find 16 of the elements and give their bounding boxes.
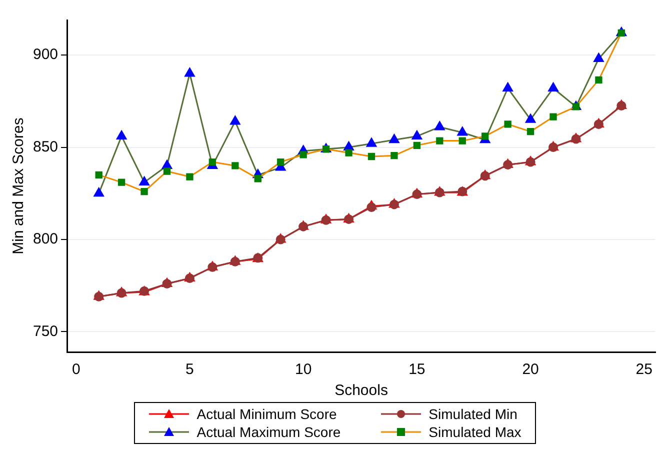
y-tick-label: 850 — [32, 138, 58, 156]
y-axis-title: Min and Max Scores — [10, 118, 28, 254]
x-tick-label: 5 — [186, 361, 194, 378]
x-tick-label: 20 — [522, 361, 539, 378]
legend-label: Simulated Min — [428, 406, 518, 422]
y-tick-label: 900 — [32, 46, 58, 64]
legend-label: Actual Maximum Score — [196, 424, 341, 440]
x-tick-label: 25 — [636, 361, 652, 378]
y-tick-label: 750 — [32, 322, 58, 340]
legend-label: Actual Minimum Score — [196, 406, 337, 422]
x-tick-label: 15 — [408, 361, 426, 378]
x-tick-label: 0 — [72, 361, 80, 378]
legend-label: Simulated Max — [428, 424, 522, 440]
x-tick-label: 10 — [294, 361, 312, 378]
x-axis-title: Schools — [334, 382, 388, 400]
y-tick-label: 800 — [32, 230, 58, 248]
